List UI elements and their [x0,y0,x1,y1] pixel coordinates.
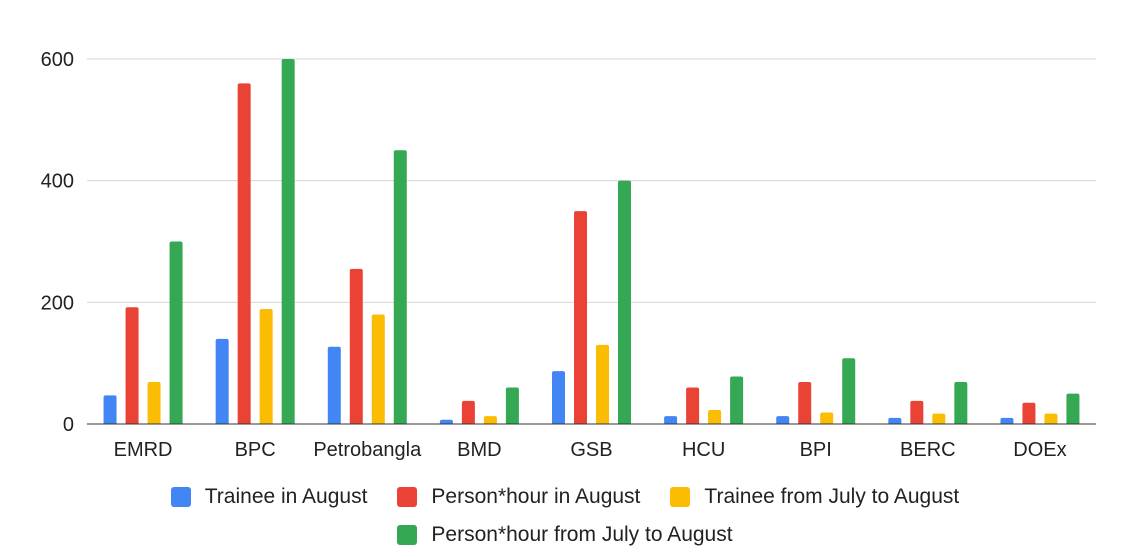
legend-swatch [670,487,691,507]
legend-row-2: Person*hour from July to August [0,516,1130,554]
x-tick-label: BPC [235,439,276,461]
bar [842,358,856,424]
x-axis-tick-labels: EMRD BPC Petrobangla BMD GSB HCU BPI BERC DOEx [114,439,1067,461]
legend-label: Person*hour in August [431,485,641,508]
bar [103,395,117,424]
legend-item-personhour-august: Person*hour in August [397,485,640,509]
legend-row-1: Trainee in August Person*hour in August … [0,478,1130,516]
bar [574,211,587,424]
bar [439,419,453,424]
bar [147,382,161,424]
bar [1022,402,1036,424]
legend-label: Trainee from July to August [704,485,960,508]
bar [483,416,497,424]
legend-swatch [397,525,418,545]
legend-swatch [397,487,418,507]
x-tick-label: HCU [682,439,725,461]
bar [776,416,790,424]
bar [708,410,722,424]
bar [169,241,183,424]
bars [103,59,1080,424]
x-tick-label: DOEx [1013,439,1066,461]
bar [281,59,295,424]
y-axis-tick-labels: 0 200 400 600 [41,49,74,436]
bar [237,83,251,424]
bar [888,417,902,424]
x-tick-label: Petrobangla [313,439,422,461]
y-tick-label: 200 [41,292,74,314]
bar [596,344,609,424]
legend-item-trainee-july-august: Trainee from July to August [670,485,959,509]
legend-swatch [170,487,191,507]
bar [1066,393,1080,424]
bar [618,180,631,424]
bar [730,376,744,424]
y-tick-label: 0 [63,414,74,436]
x-tick-label: BPI [800,439,832,461]
bar [393,150,407,424]
bar [798,382,812,424]
bar [505,387,519,424]
legend-item-trainee-august: Trainee in August [170,485,368,509]
y-tick-label: 600 [41,49,74,71]
legend-item-personhour-july-august: Person*hour from July to August [397,523,733,547]
bar [932,413,946,424]
bar [349,268,363,424]
bar [461,400,475,424]
x-tick-label: BERC [900,439,956,461]
x-tick-label: EMRD [114,439,173,461]
bar [820,412,834,424]
bar [1044,413,1058,424]
bar [327,346,341,424]
x-tick-label: GSB [570,439,612,461]
bar [371,314,385,424]
bar [664,416,678,424]
x-tick-label: BMD [457,439,501,461]
bar [1000,417,1014,424]
bar [686,387,700,424]
y-tick-label: 400 [41,171,74,193]
bar [215,338,229,424]
legend: Trainee in August Person*hour in August … [0,478,1130,554]
bar [125,307,139,424]
bar [954,382,968,424]
legend-label: Trainee in August [204,485,368,508]
bar-chart: 0 200 400 600 EMRD BPC Petrobangla BMD GSB HCU BP… [41,49,1096,461]
bar [910,400,924,424]
bar [259,309,273,424]
gridlines [87,58,1096,303]
legend-label: Person*hour from July to August [431,523,733,546]
bar [552,371,565,424]
